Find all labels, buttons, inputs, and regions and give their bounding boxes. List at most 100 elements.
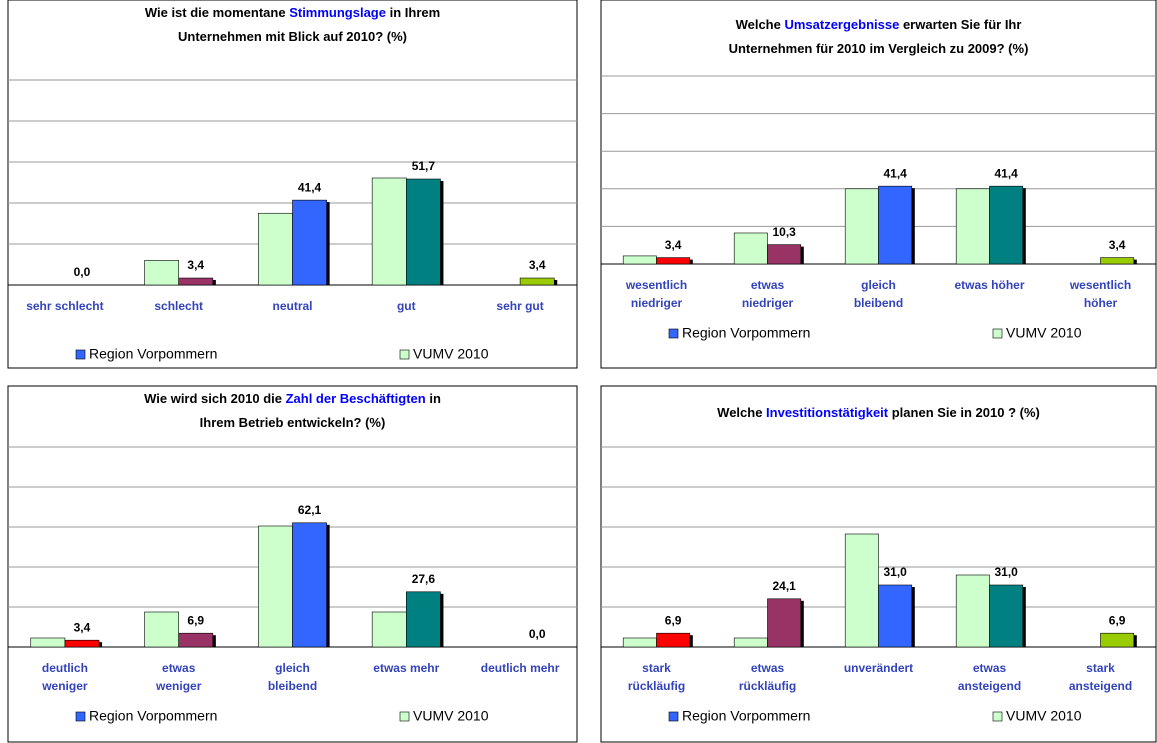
title-part: Stimmungslage — [289, 5, 386, 20]
value-label: 31,0 — [883, 565, 907, 579]
x-tick-label: etwas — [751, 278, 785, 292]
bar — [733, 637, 768, 648]
legend-swatch — [399, 349, 410, 360]
title-part: in Ihrem — [386, 5, 440, 20]
title-part: erwarten Sie für Ihr — [899, 17, 1021, 32]
title-part: Wie wird sich 2010 die — [144, 391, 286, 406]
chart-title: Wie ist die momentane Stimmungslage in I… — [145, 5, 440, 20]
value-label: 0,0 — [529, 627, 546, 641]
bar — [405, 178, 441, 286]
value-label: 0,0 — [74, 265, 91, 279]
x-tick-label: niedriger — [631, 296, 683, 310]
value-label: 31,0 — [994, 565, 1018, 579]
x-tick-label: wesentlich — [1069, 278, 1131, 292]
chart-title: Welche Umsatzergebnisse erwarten Sie für… — [736, 17, 1022, 32]
x-tick-label: ansteigend — [958, 679, 1021, 693]
x-tick-label: unverändert — [844, 661, 913, 675]
title-part: Unternehmen für 2010 im Vergleich zu 200… — [729, 41, 1029, 56]
bar — [371, 611, 407, 648]
x-tick-label: gleich — [275, 661, 310, 675]
title-part: Umsatzergebnisse — [784, 17, 899, 32]
chart-title: Ihrem Betrieb entwickeln? (%) — [200, 415, 386, 430]
x-tick-label: etwas höher — [954, 278, 1024, 292]
bar — [178, 632, 214, 648]
title-part: planen Sie in 2010 ? (%) — [888, 405, 1040, 420]
legend-label: VUMV 2010 — [1006, 708, 1082, 724]
legend-swatch — [668, 328, 679, 339]
x-tick-label: etwas — [973, 661, 1007, 675]
legend-swatch — [992, 328, 1003, 339]
x-tick-label: gleich — [861, 278, 896, 292]
legend-label: Region Vorpommern — [89, 708, 217, 724]
x-tick-label: stark — [642, 661, 671, 675]
x-tick-label: schlecht — [154, 299, 203, 313]
legend-label: VUMV 2010 — [413, 708, 489, 724]
bar — [656, 632, 691, 648]
bar — [1100, 632, 1135, 648]
bar — [844, 533, 879, 648]
x-tick-label: neutral — [272, 299, 312, 313]
title-part: Investitionstätigkeit — [766, 405, 889, 420]
value-label: 51,7 — [412, 159, 436, 173]
x-tick-label: etwas mehr — [373, 661, 439, 675]
bar — [989, 185, 1024, 265]
legend-swatch — [668, 711, 679, 722]
bar — [292, 522, 327, 648]
value-label: 10,3 — [772, 225, 796, 239]
value-label: 6,9 — [187, 613, 204, 627]
x-tick-label: rückläufig — [628, 679, 685, 693]
bar — [733, 232, 768, 265]
x-tick-label: höher — [1084, 296, 1118, 310]
bar — [767, 598, 802, 648]
bar — [767, 244, 802, 265]
value-label: 27,6 — [412, 572, 436, 586]
legend-swatch — [75, 711, 86, 722]
chart-title: Wie wird sich 2010 die Zahl der Beschäft… — [144, 391, 441, 406]
title-part: Ihrem Betrieb entwickeln? (%) — [200, 415, 386, 430]
title-part: in — [426, 391, 441, 406]
bar — [989, 584, 1024, 648]
x-tick-label: bleibend — [268, 679, 317, 693]
x-tick-label: rückläufig — [739, 679, 796, 693]
bar — [371, 177, 407, 286]
x-tick-label: deutlich — [42, 661, 88, 675]
legend-swatch — [399, 711, 410, 722]
bar — [622, 637, 657, 648]
legend-label: Region Vorpommern — [682, 708, 810, 724]
x-tick-label: sehr gut — [496, 299, 543, 313]
bar — [955, 574, 990, 648]
bar — [64, 639, 100, 648]
chart-title: Unternehmen für 2010 im Vergleich zu 200… — [729, 41, 1029, 56]
value-label: 41,4 — [883, 166, 907, 180]
x-tick-label: weniger — [41, 679, 88, 693]
value-label: 41,4 — [298, 180, 322, 194]
bar — [258, 525, 293, 648]
title-part: Welche — [717, 405, 766, 420]
legend-label: Region Vorpommern — [682, 325, 810, 341]
title-part: Wie ist die momentane — [145, 5, 289, 20]
x-tick-label: etwas — [751, 661, 785, 675]
bar — [30, 637, 66, 648]
bar — [656, 257, 691, 265]
bar — [955, 188, 990, 265]
bar — [844, 188, 879, 265]
value-label: 3,4 — [187, 258, 204, 272]
bar — [292, 199, 327, 286]
bar — [1100, 257, 1135, 265]
x-tick-label: niedriger — [742, 296, 794, 310]
title-part: Zahl der Beschäftigten — [286, 391, 426, 406]
chart-title: Unternehmen mit Blick auf 2010? (%) — [178, 29, 407, 44]
title-part: Unternehmen mit Blick auf 2010? (%) — [178, 29, 407, 44]
x-tick-label: etwas — [162, 661, 196, 675]
bar — [519, 277, 555, 286]
value-label: 3,4 — [74, 620, 91, 634]
value-label: 6,9 — [1109, 613, 1126, 627]
value-label: 3,4 — [529, 258, 546, 272]
x-tick-label: weniger — [155, 679, 202, 693]
x-tick-label: deutlich mehr — [481, 661, 560, 675]
bar — [144, 260, 179, 286]
bar — [622, 255, 657, 265]
legend-label: Region Vorpommern — [89, 346, 217, 362]
bar — [178, 277, 214, 286]
x-tick-label: gut — [397, 299, 416, 313]
